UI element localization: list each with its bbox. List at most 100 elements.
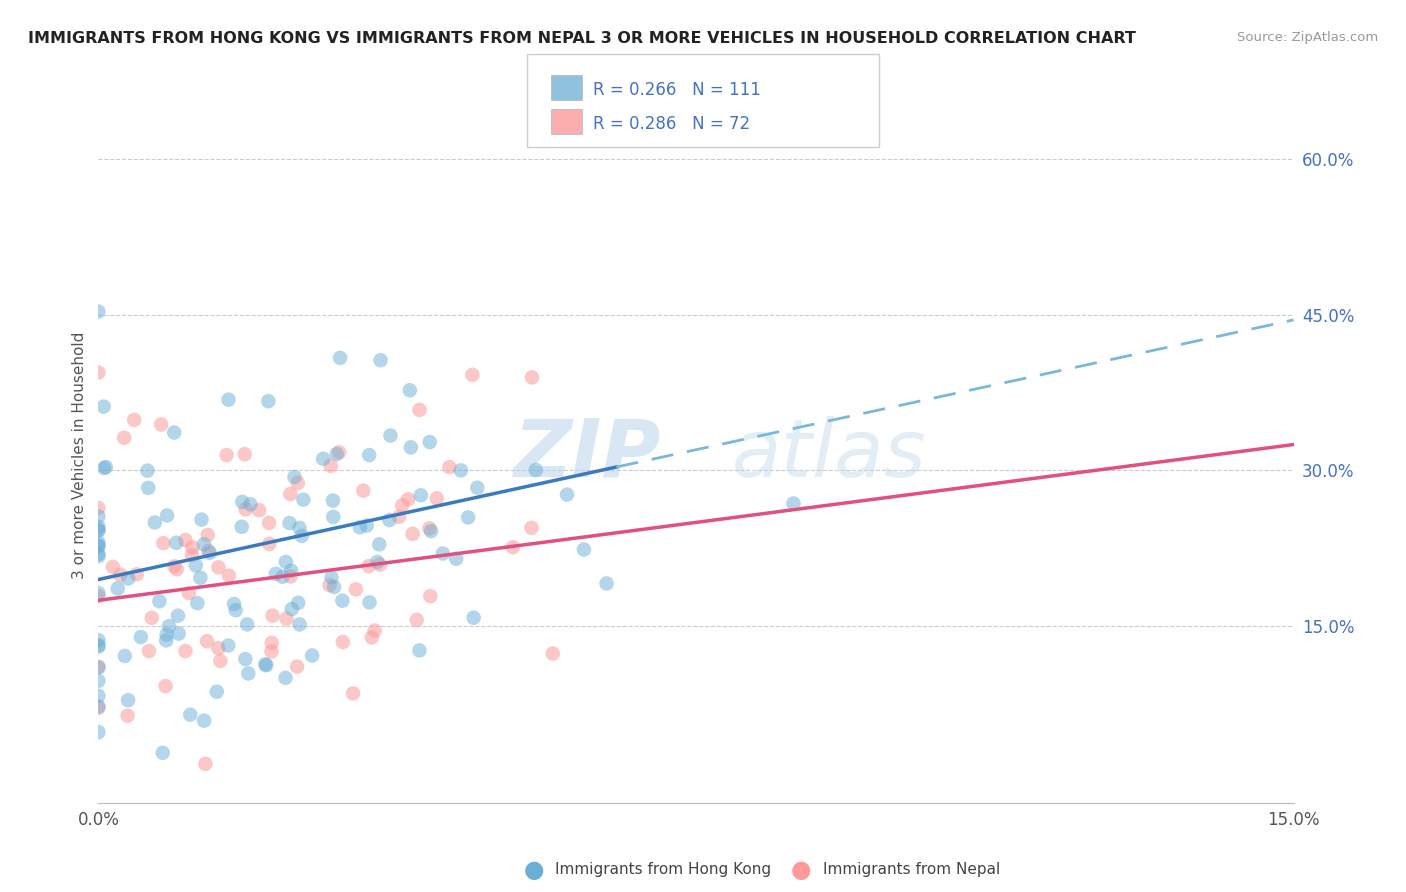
Point [595, 576, 617, 591]
Point [87, 589, 110, 603]
Point [541, 647, 564, 661]
Point [391, 498, 413, 512]
Point [572, 542, 595, 557]
Point [360, 630, 382, 644]
Point [239, 497, 262, 511]
Point [520, 521, 543, 535]
Point [259, 537, 281, 551]
Point [274, 671, 297, 685]
Point [247, 503, 270, 517]
Point [87, 366, 110, 380]
Point [225, 603, 247, 617]
Point [276, 612, 298, 626]
Point [125, 567, 148, 582]
Point [418, 521, 440, 535]
Point [215, 448, 238, 462]
Point [143, 516, 166, 530]
Point [193, 714, 215, 728]
Point [87, 689, 110, 703]
Point [405, 613, 427, 627]
Point [205, 684, 228, 698]
Point [408, 643, 430, 657]
Point [292, 492, 315, 507]
Point [321, 570, 343, 584]
Text: R = 0.286   N = 72: R = 0.286 N = 72 [593, 115, 751, 133]
Point [167, 608, 190, 623]
Point [332, 635, 354, 649]
Point [368, 537, 391, 551]
Point [319, 458, 342, 473]
Point [87, 304, 110, 318]
Point [87, 547, 110, 561]
Point [398, 384, 420, 398]
Point [366, 555, 388, 569]
Point [217, 639, 239, 653]
Text: atlas: atlas [733, 416, 927, 494]
Point [157, 619, 180, 633]
Point [378, 513, 401, 527]
Point [461, 368, 484, 382]
Point [235, 502, 257, 516]
Point [420, 524, 443, 538]
Point [87, 660, 110, 674]
Point [87, 540, 110, 554]
Point [260, 636, 283, 650]
Point [502, 540, 524, 554]
Point [87, 638, 110, 652]
Point [419, 435, 441, 450]
Point [356, 518, 378, 533]
Point [198, 546, 221, 560]
Point [426, 491, 449, 506]
Point [148, 594, 170, 608]
Point [457, 510, 479, 524]
Point [218, 568, 240, 582]
Point [432, 547, 454, 561]
Point [318, 578, 340, 592]
Point [264, 566, 287, 581]
Point [155, 679, 177, 693]
Point [257, 394, 280, 409]
Point [364, 624, 387, 638]
Point [141, 611, 163, 625]
Point [155, 633, 177, 648]
Point [231, 495, 253, 509]
Point [129, 630, 152, 644]
Point [408, 403, 430, 417]
Point [218, 392, 240, 407]
Point [87, 699, 110, 714]
Point [195, 634, 218, 648]
Point [450, 463, 472, 477]
Point [94, 460, 117, 475]
Point [240, 819, 263, 833]
Point [167, 626, 190, 640]
Point [197, 528, 219, 542]
Point [197, 543, 219, 558]
Point [136, 464, 159, 478]
Point [409, 488, 432, 502]
Point [207, 560, 229, 574]
Point [222, 597, 245, 611]
Point [87, 586, 110, 600]
Point [555, 487, 578, 501]
Point [93, 461, 115, 475]
Point [87, 633, 110, 648]
Point [288, 617, 311, 632]
Point [156, 508, 179, 523]
Point [329, 351, 352, 365]
Point [254, 658, 277, 673]
Point [332, 593, 354, 607]
Point [444, 551, 467, 566]
Point [328, 445, 350, 459]
Text: ●: ● [792, 858, 811, 881]
Point [87, 869, 110, 883]
Point [184, 558, 207, 573]
Point [87, 673, 110, 688]
Point [194, 756, 217, 771]
Point [281, 602, 304, 616]
Point [165, 535, 187, 549]
Point [150, 417, 173, 432]
Point [87, 520, 110, 534]
Point [174, 533, 197, 547]
Point [257, 516, 280, 530]
Point [322, 493, 344, 508]
